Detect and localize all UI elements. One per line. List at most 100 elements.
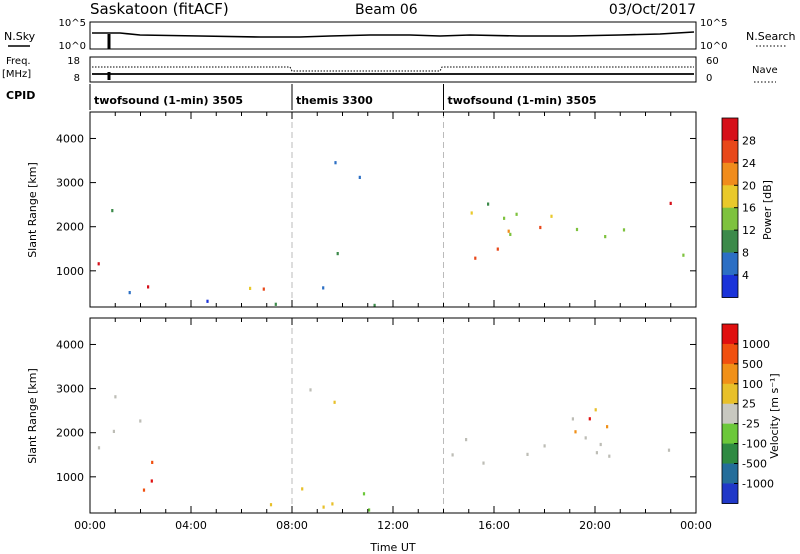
scatter-cell (608, 454, 611, 458)
x-tick-label: 12:00 (377, 519, 409, 532)
colorbar-tick-label: 28 (742, 134, 756, 147)
scatter-cell (571, 417, 574, 421)
scatter-cell (604, 235, 607, 239)
scatter-cell (470, 211, 473, 215)
scatter-cell (262, 287, 265, 291)
nave-trace (92, 66, 694, 72)
scatter-cell (682, 253, 685, 257)
scatter-cell (588, 417, 591, 421)
colorbar-tick-label: 24 (742, 157, 756, 170)
scatter-cell (507, 229, 510, 233)
scatter-cell (147, 285, 150, 289)
colorbar-tick-label: 12 (742, 224, 756, 237)
scatter-cell (669, 201, 672, 205)
colorbar-segment (722, 207, 738, 231)
y-tick-label: 3000 (56, 383, 84, 396)
power-ylabel: Slant Range [km] (26, 162, 39, 258)
colorbar-segment (722, 443, 738, 465)
scatter-cell (206, 299, 209, 303)
scatter-cell (142, 488, 146, 492)
y-tick-label: 2000 (56, 427, 84, 440)
sky-tick-bottom: 10^0 (59, 41, 86, 52)
cpid-row: twofsound (1-min) 3505 themis 3300 twofsou… (89, 84, 597, 110)
x-tick-label: 00:00 (680, 519, 712, 532)
scatter-cell (539, 225, 542, 230)
scatter-cell (112, 429, 115, 433)
velocity-colorbar-label: Velocity [m s⁻¹] (768, 373, 781, 458)
colorbar-tick-label: 4 (742, 269, 749, 282)
sky-label: N.Sky (4, 30, 36, 43)
colorbar-tick-label: 8 (742, 247, 749, 260)
scatter-cell (97, 262, 100, 266)
scatter-cell (496, 247, 499, 251)
x-tick-label: 00:00 (74, 519, 106, 532)
scatter-cell (474, 256, 477, 260)
scatter-cell (269, 503, 273, 507)
scatter-cell (114, 395, 117, 399)
nave-tick-bottom: 0 (706, 73, 712, 84)
colorbar-tick-label: -500 (742, 458, 767, 471)
station-title: Saskatoon (fitACF) (90, 0, 229, 18)
y-tick-label: 1000 (56, 265, 84, 278)
scatter-cell (482, 461, 485, 465)
cpid-label: CPID (6, 89, 35, 102)
y-tick-label: 4000 (56, 132, 84, 145)
scatter-cell (509, 232, 512, 236)
colorbar-segment (722, 140, 738, 164)
cpid-segment-label: twofsound (1-min) 3505 (94, 94, 243, 107)
scatter-cell (575, 227, 579, 232)
scatter-cell (373, 303, 376, 307)
scatter-cell (451, 453, 454, 457)
scatter-cell (667, 448, 671, 452)
velocity-panel: 1000 2000 3000 4000 00:00 04:00 08:00 12:00 16:0… (26, 317, 712, 554)
colorbar-tick-label: 1000 (742, 338, 770, 351)
time-axis-label: Time UT (369, 541, 415, 554)
x-tick-label: 08:00 (276, 519, 308, 532)
scatter-cell (322, 505, 325, 509)
colorbar-segment (722, 252, 738, 276)
colorbar-segment (722, 162, 738, 186)
scatter-cell (543, 444, 546, 448)
scatter-cell (301, 487, 304, 491)
cpid-segment-label: themis 3300 (296, 94, 373, 107)
colorbar-tick-label: -25 (742, 418, 760, 431)
colorbar-segment (722, 118, 738, 141)
scatter-cell (249, 286, 252, 290)
scatter-cell (622, 228, 626, 232)
colorbar-segment (722, 383, 738, 405)
colorbar-segment (722, 463, 738, 484)
scatter-cell (358, 175, 361, 179)
date-title: 03/Oct/2017 (609, 2, 696, 18)
scatter-cell (309, 388, 312, 392)
colorbar-tick-label: 16 (742, 202, 756, 215)
search-tick-bottom: 10^0 (700, 41, 727, 52)
scatter-cell (595, 451, 598, 455)
colorbar-segment (722, 343, 738, 365)
sky-tick-top: 10^5 (59, 18, 86, 29)
colorbar-segment (722, 363, 738, 385)
scatter-cell (594, 408, 597, 412)
freq-tick-top: 18 (67, 56, 80, 67)
y-tick-label: 1000 (56, 471, 84, 484)
scatter-cell (322, 286, 325, 290)
nave-tick-top: 60 (706, 56, 719, 67)
sky-noise-trace (92, 31, 695, 38)
scatter-cell (111, 209, 114, 213)
colorbar-segment (722, 274, 738, 298)
colorbar-segment (722, 230, 738, 254)
scatter-cell (97, 446, 101, 450)
colorbar-segment (722, 185, 738, 209)
beam-title: Beam 06 (355, 2, 418, 18)
scatter-cell (515, 212, 518, 216)
scatter-cell (274, 302, 277, 306)
colorbar-tick-label: -1000 (742, 477, 774, 490)
scatter-cell (334, 161, 337, 165)
scatter-cell (503, 216, 506, 220)
x-tick-label: 20:00 (579, 519, 611, 532)
x-tick-label: 16:00 (478, 519, 510, 532)
x-tick-label: 04:00 (175, 519, 207, 532)
search-label: N.Search (746, 30, 796, 43)
colorbar-frame (721, 323, 739, 504)
velocity-ylabel: Slant Range [km] (26, 368, 39, 464)
